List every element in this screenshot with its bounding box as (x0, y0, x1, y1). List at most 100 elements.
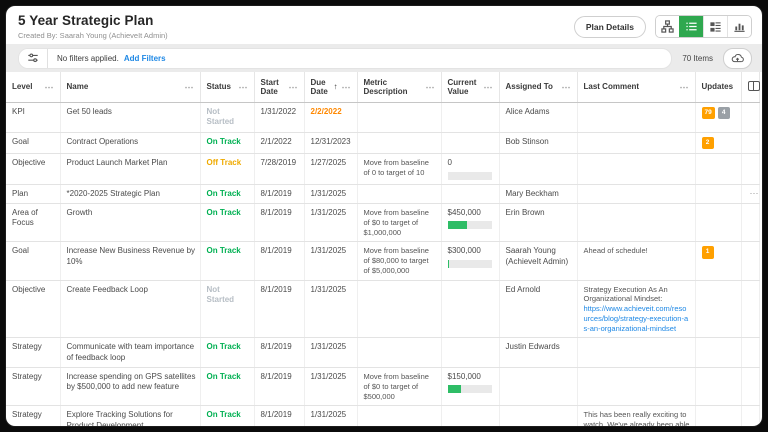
column-menu-icon[interactable]: ⋯ (561, 81, 572, 92)
cell-due-date: 1/27/2025 (304, 153, 358, 185)
column-header-label: Last Comment (583, 82, 640, 92)
cell-current-value: $450,000 (441, 203, 500, 243)
cell-row-menu[interactable]: ⋯ (741, 184, 760, 205)
column-header-inner: Status ⋯ (207, 82, 251, 91)
cell-name[interactable]: Increase spending on GPS satellites by $… (60, 367, 201, 407)
column-header-updates[interactable]: Updates (695, 72, 742, 103)
cell-level: Area of Focus (6, 203, 61, 243)
cell-status: Not Started (200, 102, 255, 133)
column-header-assigned-to[interactable]: Assigned To ⋯ (499, 72, 578, 103)
column-header-inner: Current Value ⋯ (448, 78, 496, 96)
filter-settings-button[interactable] (19, 48, 48, 68)
cell-last-comment (577, 102, 696, 133)
updates-badge[interactable]: 4 (717, 107, 730, 120)
column-menu-icon[interactable]: ⋯ (238, 81, 249, 92)
column-header-due-date[interactable]: Due Date ↑ ⋯ (304, 72, 358, 103)
export-button[interactable] (723, 47, 752, 69)
cell-level: Goal (6, 132, 61, 155)
column-header-current-value[interactable]: Current Value ⋯ (441, 72, 500, 103)
card-view-icon[interactable] (703, 16, 727, 37)
column-header-last-comment[interactable]: Last Comment ⋯ (577, 72, 696, 103)
column-header-start-date[interactable]: Start Date ⋯ (254, 72, 305, 103)
add-filters-link[interactable]: Add Filters (123, 53, 166, 63)
cell-due-date: 1/31/2025 (304, 241, 358, 281)
table-row[interactable]: Plan *2020-2025 Strategic Plan On Track 8/1… (6, 184, 760, 205)
column-header-inner: Level ⋯ (12, 82, 57, 91)
cell-name[interactable]: Increase New Business Revenue by 10% (60, 241, 201, 281)
column-menu-icon[interactable]: ⋯ (184, 81, 195, 92)
cell-level: KPI (6, 102, 61, 133)
table-row[interactable]: Strategy Communicate with team importance… (6, 337, 760, 369)
cell-name[interactable]: Growth (60, 203, 201, 243)
comment-link[interactable]: https://www.achieveit.com/resources/blog… (583, 304, 689, 333)
cell-name[interactable]: *2020-2025 Strategic Plan (60, 184, 201, 205)
column-header-status[interactable]: Status ⋯ (200, 72, 255, 103)
row-menu-icon[interactable]: ⋯ (749, 187, 760, 198)
progress-fill (447, 259, 450, 268)
cell-name[interactable]: Contract Operations (60, 132, 201, 155)
cell-level: Plan (6, 184, 61, 205)
updates-badge[interactable]: 79 (701, 107, 715, 120)
column-header-label: Name (66, 82, 89, 92)
cell-name[interactable]: Create Feedback Loop (60, 280, 201, 339)
list-view-icon[interactable] (679, 16, 703, 37)
progress-fill (447, 385, 461, 394)
status-label: On Track (206, 342, 241, 352)
cell-name[interactable]: Get 50 leads (60, 102, 201, 133)
column-menu-icon[interactable]: ⋯ (341, 81, 352, 92)
cell-updates (695, 280, 742, 339)
column-header-label: Metric Description (363, 77, 408, 96)
cell-status: On Track (200, 367, 255, 407)
comment-text: Ahead of schedule! (583, 246, 648, 256)
table-row[interactable]: Strategy Increase spending on GPS satelli… (6, 367, 760, 407)
cell-due-date: 1/31/2025 (304, 337, 358, 369)
cell-last-comment: This has been really exciting to watch. … (577, 405, 696, 426)
plan-details-button[interactable]: Plan Details (573, 15, 646, 38)
table-row[interactable]: Goal Increase New Business Revenue by 10%… (6, 241, 760, 281)
chart-view-icon[interactable] (727, 16, 751, 37)
column-picker-icon[interactable] (747, 80, 760, 91)
column-menu-icon[interactable]: ⋯ (425, 81, 436, 92)
plan-table: Level ⋯ Name ⋯ Status ⋯ Start Date ⋯ Due Date ↑ ⋯ M… (6, 72, 760, 426)
column-menu-icon[interactable]: ⋯ (679, 81, 690, 92)
cell-name[interactable]: Product Launch Market Plan (60, 153, 201, 185)
status-label: On Track (206, 188, 241, 198)
cell-name[interactable]: Explore Tracking Solutions for Product D… (60, 405, 201, 426)
column-header-name[interactable]: Name ⋯ (60, 72, 201, 103)
sort-ascending-icon[interactable]: ↑ (333, 82, 338, 92)
cell-metric-description (357, 184, 442, 205)
cell-last-comment (577, 367, 696, 407)
hierarchy-view-icon[interactable] (656, 16, 679, 37)
column-picker-header[interactable] (741, 72, 760, 103)
column-menu-icon[interactable]: ⋯ (44, 81, 55, 92)
column-header-label: Updates (701, 82, 734, 92)
cell-assigned-to: Erin Brown (499, 203, 578, 243)
cell-level: Strategy (6, 405, 61, 426)
title-block: 5 Year Strategic Plan Created By: Saarah… (18, 13, 168, 40)
cell-level: Strategy (6, 337, 61, 369)
table-row[interactable]: Goal Contract Operations On Track 2/1/2022 1… (6, 132, 760, 155)
cell-last-comment: Strategy Execution As An Organizational … (577, 280, 696, 339)
table-row[interactable]: Objective Create Feedback Loop Not Started… (6, 280, 760, 339)
updates-badge[interactable]: 1 (701, 246, 714, 259)
table-row[interactable]: Strategy Explore Tracking Solutions for P… (6, 405, 760, 426)
column-menu-icon[interactable]: ⋯ (483, 81, 494, 92)
cell-metric-description (357, 405, 442, 426)
cell-updates: 2 (695, 132, 742, 155)
column-menu-icon[interactable]: ⋯ (288, 81, 299, 92)
cell-updates (695, 337, 742, 369)
cell-due-date: 12/31/2023 (304, 132, 358, 155)
view-toggle-group (655, 15, 752, 38)
table-row[interactable]: KPI Get 50 leads Not Started 1/31/2022 2/2/2… (6, 102, 760, 133)
cell-current-value (441, 280, 500, 339)
column-header-metric-description[interactable]: Metric Description ⋯ (357, 72, 442, 103)
cell-due-date: 1/31/2025 (304, 280, 358, 339)
updates-badge[interactable]: 2 (701, 136, 714, 150)
cell-updates: 79 4 (695, 102, 742, 133)
table-row[interactable]: Objective Product Launch Market Plan Off T… (6, 153, 760, 185)
table-row[interactable]: Area of Focus Growth On Track 8/1/2019 1/31/… (6, 203, 760, 243)
cell-name[interactable]: Communicate with team importance of feed… (60, 337, 201, 369)
cell-start-date: 8/1/2019 (254, 405, 305, 426)
column-header-level[interactable]: Level ⋯ (6, 72, 61, 103)
cell-assigned-to: Mary Beckham (499, 184, 578, 205)
